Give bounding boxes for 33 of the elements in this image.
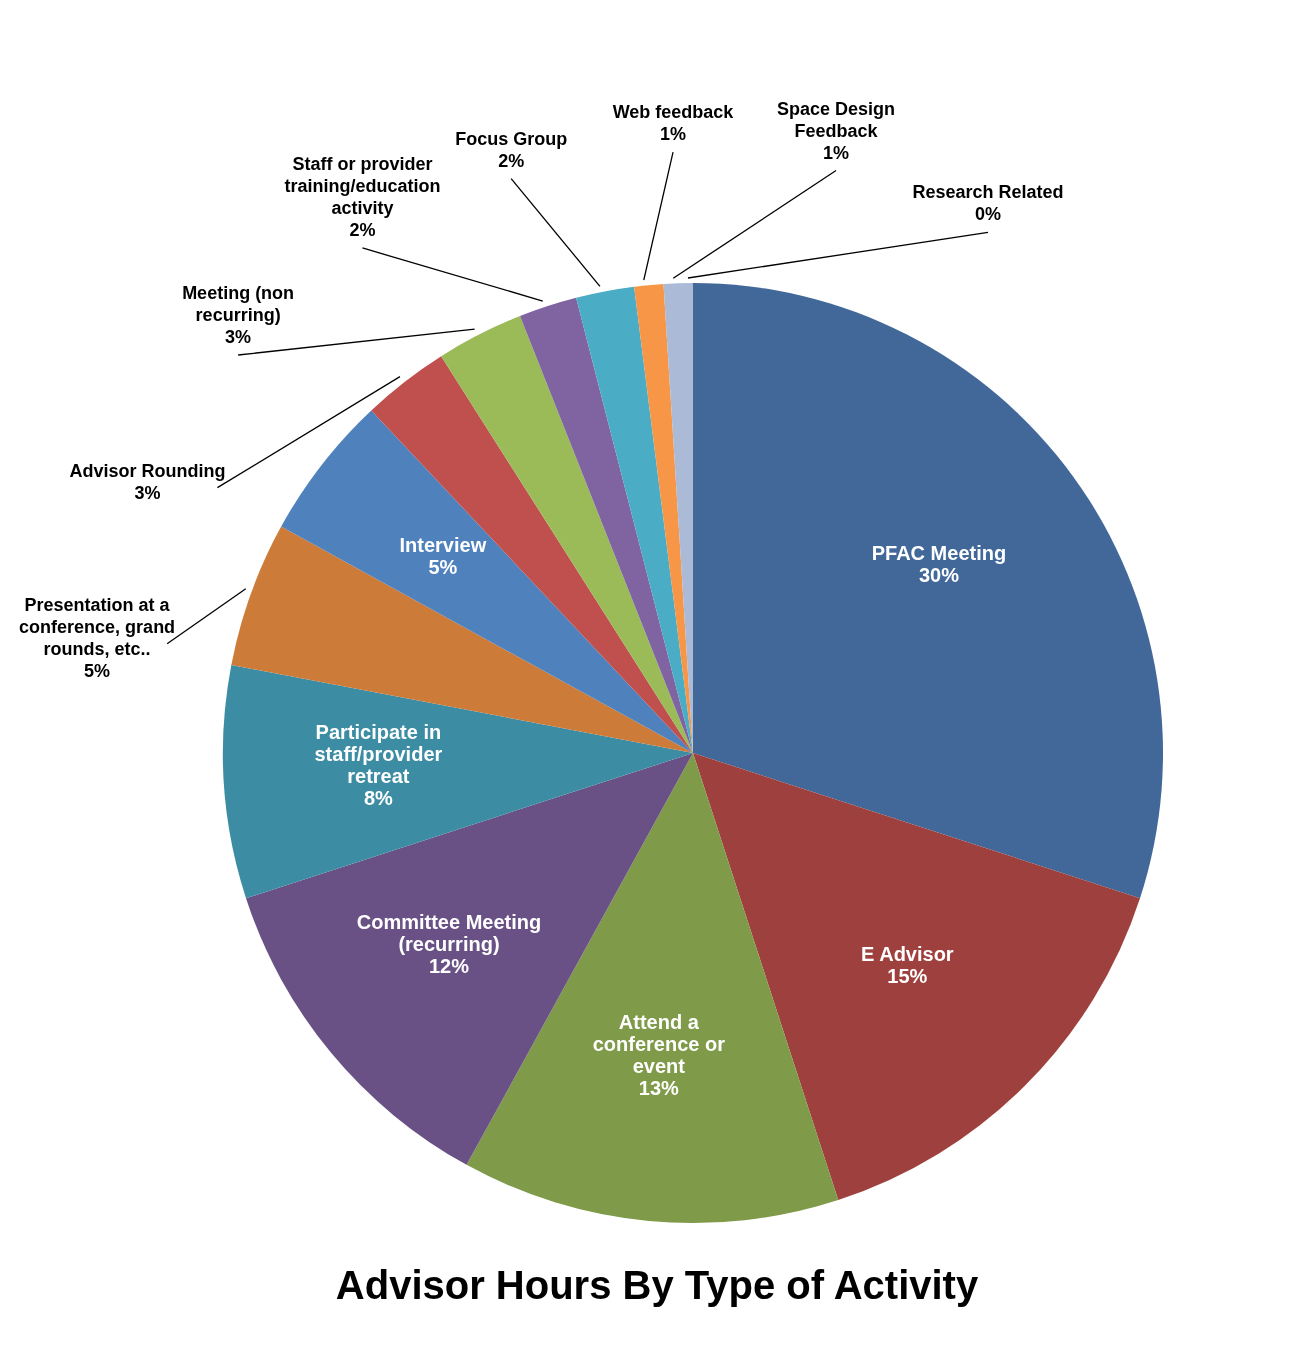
slice-label: PFAC Meeting bbox=[871, 541, 1007, 564]
slice-label: Web feedback bbox=[612, 102, 735, 123]
data-label: 5% bbox=[84, 660, 111, 681]
slice-label: E Advisor bbox=[861, 943, 954, 966]
data-label: 12% bbox=[428, 955, 470, 978]
pie-slice bbox=[223, 664, 693, 899]
data-label: 5% bbox=[428, 556, 458, 579]
data-label: 2% bbox=[349, 219, 376, 240]
data-label: 1% bbox=[660, 124, 687, 145]
slice-label: Interview bbox=[399, 534, 487, 557]
slice-label: Space Design Feedback bbox=[777, 98, 896, 141]
slice-label: Participate in staff/provider retreat bbox=[314, 721, 443, 788]
slice-label: Advisor Rounding bbox=[69, 460, 226, 481]
slice-label: Staff or provider training/education activity bbox=[284, 153, 441, 218]
pie-slice bbox=[576, 286, 693, 753]
pie-slice bbox=[693, 283, 1163, 899]
slice-label: Attend a conference or event bbox=[592, 1011, 726, 1078]
category-label: Research Related bbox=[912, 182, 1064, 203]
slice-label: Presentation at a conference, grand rounds, etc.. bbox=[19, 594, 176, 659]
slice-label: Committee Meeting (recurring) bbox=[356, 911, 542, 956]
data-label: 30% bbox=[918, 563, 960, 586]
slice-label: Meeting (non recurring) bbox=[182, 282, 295, 325]
data-label: 8% bbox=[363, 787, 394, 810]
slice-label: Focus Group bbox=[455, 128, 568, 149]
data-label: 3% bbox=[225, 326, 252, 347]
pie-slice bbox=[519, 297, 693, 753]
data-label: 3% bbox=[134, 482, 161, 503]
text: Advisor Hours By Type of Activity bbox=[334, 1263, 980, 1308]
text: 0% bbox=[974, 204, 1002, 225]
data-label: 15% bbox=[887, 965, 928, 988]
data-label: 2% bbox=[498, 150, 525, 171]
data-label: 13% bbox=[638, 1077, 680, 1100]
data-label: 1% bbox=[823, 142, 850, 163]
